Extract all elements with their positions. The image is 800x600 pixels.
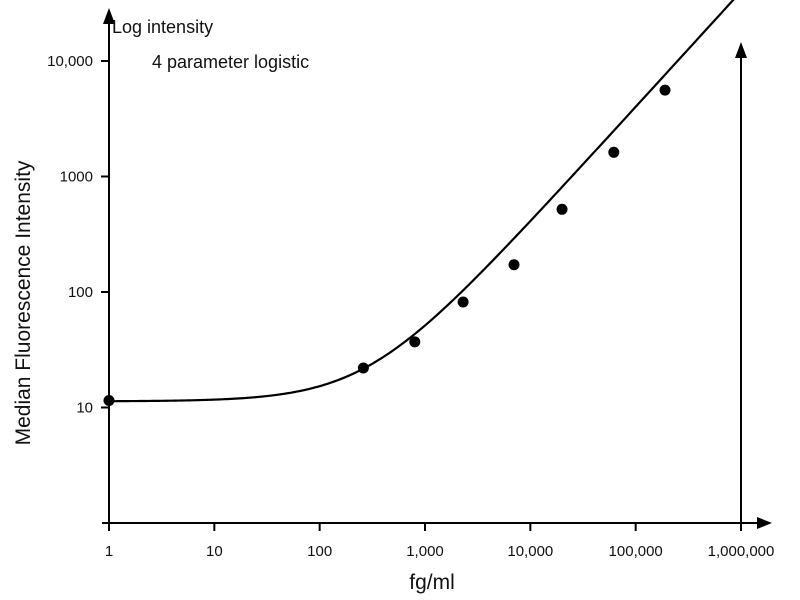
x-tick-label-6: 1,000,000 (708, 543, 775, 560)
data-point-2 (409, 336, 421, 348)
x-tick-label-1: 10 (206, 543, 223, 560)
x-tick-label-2: 100 (307, 543, 332, 560)
data-point-7 (659, 84, 671, 96)
y-tick-label-0: 10 (76, 400, 93, 417)
data-point-6 (608, 146, 620, 158)
fit-curve (108, 0, 735, 403)
y-axis-title: Median Fluorescence Intensity (12, 160, 35, 445)
axes (102, 8, 772, 530)
data-point-1 (357, 362, 369, 374)
annotation-log-intensity: Log intensity (112, 17, 213, 37)
data-point-4 (508, 259, 520, 271)
y-ticks: 10 100 1000 10,000 (47, 53, 109, 417)
x-ticks: 1 10 100 1,000 10,000 100,000 1,000,000 (105, 523, 775, 560)
x-tick-label-5: 100,000 (609, 543, 663, 560)
y-axis-arrowhead (103, 8, 115, 24)
right-axis-arrowhead (735, 42, 747, 58)
x-axis-arrowhead (757, 517, 772, 529)
data-point-0 (103, 394, 115, 406)
data-points (103, 84, 671, 406)
y-tick-label-3: 10,000 (47, 53, 93, 70)
y-tick-label-1: 100 (68, 284, 93, 301)
y-tick-label-2: 1000 (60, 169, 93, 186)
data-point-5 (556, 203, 568, 215)
data-point-3 (457, 296, 469, 308)
x-tick-label-0: 1 (105, 543, 113, 560)
x-axis-title: fg/ml (409, 571, 455, 594)
annotation-model: 4 parameter logistic (152, 52, 309, 72)
x-tick-label-4: 10,000 (507, 543, 553, 560)
x-tick-label-3: 1,000 (406, 543, 444, 560)
